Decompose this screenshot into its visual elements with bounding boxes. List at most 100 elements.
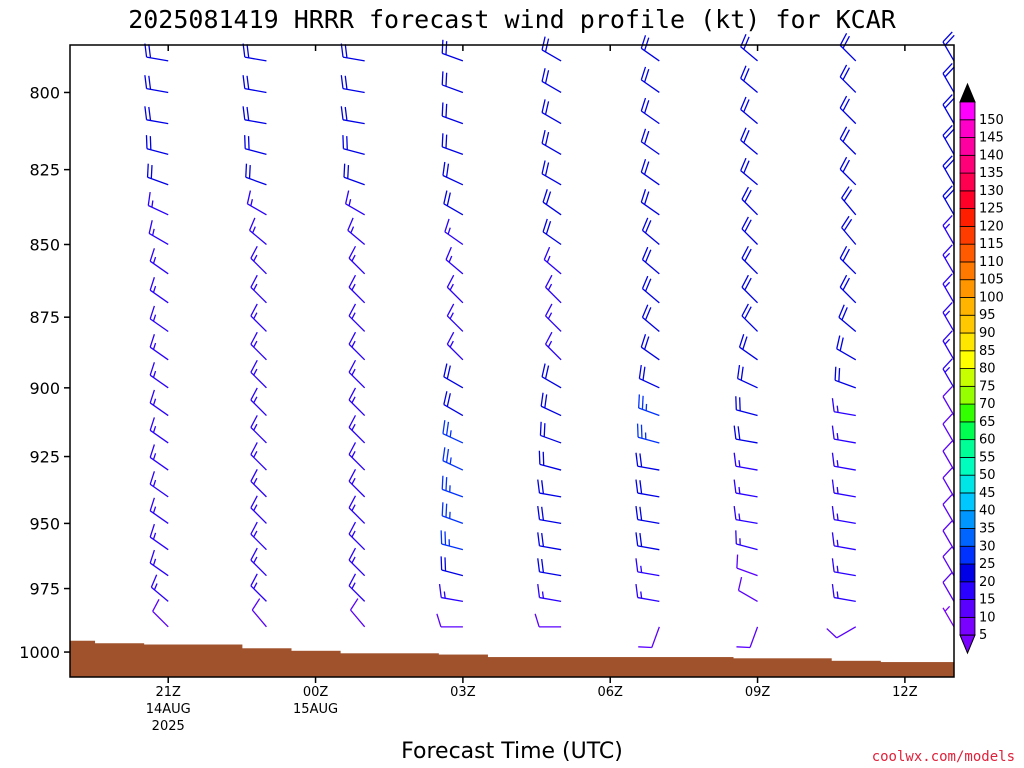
barb-feather [242,75,246,89]
barb-feather [942,155,953,167]
wind-barb [242,43,267,62]
wind-barb [741,216,759,245]
wind-barb [537,479,562,498]
barb-feather [942,244,953,256]
barb-feather [640,35,647,49]
colorbar-label: 90 [979,326,996,341]
barb-half-feather [152,558,157,566]
wind-barb [942,440,955,471]
barb-feather [642,366,646,381]
colorbar-bin [959,581,976,600]
colorbar-bin [959,439,976,458]
barb-half-feather [253,340,258,348]
barb-feather [541,480,545,494]
wind-barb [441,102,464,125]
wind-barb [348,521,366,551]
wind-barb [942,273,955,304]
barb-feather [841,307,848,321]
barb-feather [643,130,650,145]
barb-feather [250,387,258,401]
colorbar-bin [959,421,976,441]
colorbar-label: 25 [979,557,996,572]
wind-barb [246,190,267,216]
barb-shaft [541,49,562,62]
barb-half-feather [351,582,356,589]
wind-barb [149,305,169,333]
barb-shaft [942,254,955,275]
barb-feather [839,95,848,109]
barb-shaft [348,559,366,577]
wind-barb [942,358,955,389]
barb-shaft [539,518,562,525]
barb-shaft [146,56,169,62]
barb-feather [541,558,545,573]
barb-shaft [250,533,267,551]
wind-barb [740,33,758,62]
y-tick-label: 1000 [19,643,60,662]
barb-shaft [251,609,267,628]
barb-feather [842,159,850,173]
barb-shaft [741,315,759,332]
barb-shaft [942,135,955,155]
wind-barb [736,554,758,577]
barb-shaft [640,110,660,125]
barb-shaft [741,198,759,216]
barb-shaft [841,197,857,216]
barb-half-feather [738,486,741,494]
barb-feather [741,245,749,259]
wind-barb [641,275,660,304]
barb-feather [942,520,953,532]
wind-barb [144,43,169,62]
wind-barb [541,363,562,389]
wind-barb [348,245,366,275]
barb-shaft [149,374,169,389]
wind-barb [635,558,660,577]
barb-shaft [637,545,660,551]
barb-shaft [749,626,759,648]
barb-shaft [841,227,857,245]
barb-feather [942,571,953,583]
barb-feather [842,248,850,262]
wind-barb [242,75,267,94]
barb-feather [942,63,953,74]
barb-half-feather [836,460,839,468]
barb-feather [639,532,643,547]
barb-feather [742,336,748,350]
barb-feather [842,277,850,291]
barb-half-feather [944,310,951,317]
barb-half-feather [152,398,157,406]
wind-barb [248,217,267,245]
wind-barb [636,423,660,444]
colorbar-label: 45 [979,486,996,501]
y-tick-label: 925 [29,448,60,467]
wind-barb [148,220,169,246]
colorbar-under-arrow [959,634,976,655]
barb-shaft [942,423,955,444]
wind-barb [737,576,758,602]
barb-feather [441,475,444,490]
barb-shaft [839,107,857,125]
barb-half-feather [944,338,951,345]
x-tick-label: 14AUG [146,702,191,717]
barb-feather [635,583,639,598]
wind-barb [640,97,660,125]
barb-shaft [640,201,660,216]
barb-shaft [441,543,464,551]
colorbar-bin [959,243,976,263]
barb-half-feather [152,532,157,540]
barb-feather [641,275,649,289]
y-tick-label: 825 [29,161,60,180]
barb-feather [839,337,844,351]
barb-half-feather [836,486,839,494]
barb-feather [250,468,258,482]
barb-feather [635,452,639,467]
barb-shaft [342,56,365,62]
barb-feather [544,365,550,379]
wind-barb [537,506,562,525]
barb-feather [740,96,747,110]
x-tick-label: 15AUG [293,702,338,717]
wind-barb [942,302,955,332]
barb-feather [144,106,148,120]
barb-shaft [441,515,464,525]
barb-half-feather [253,283,258,291]
